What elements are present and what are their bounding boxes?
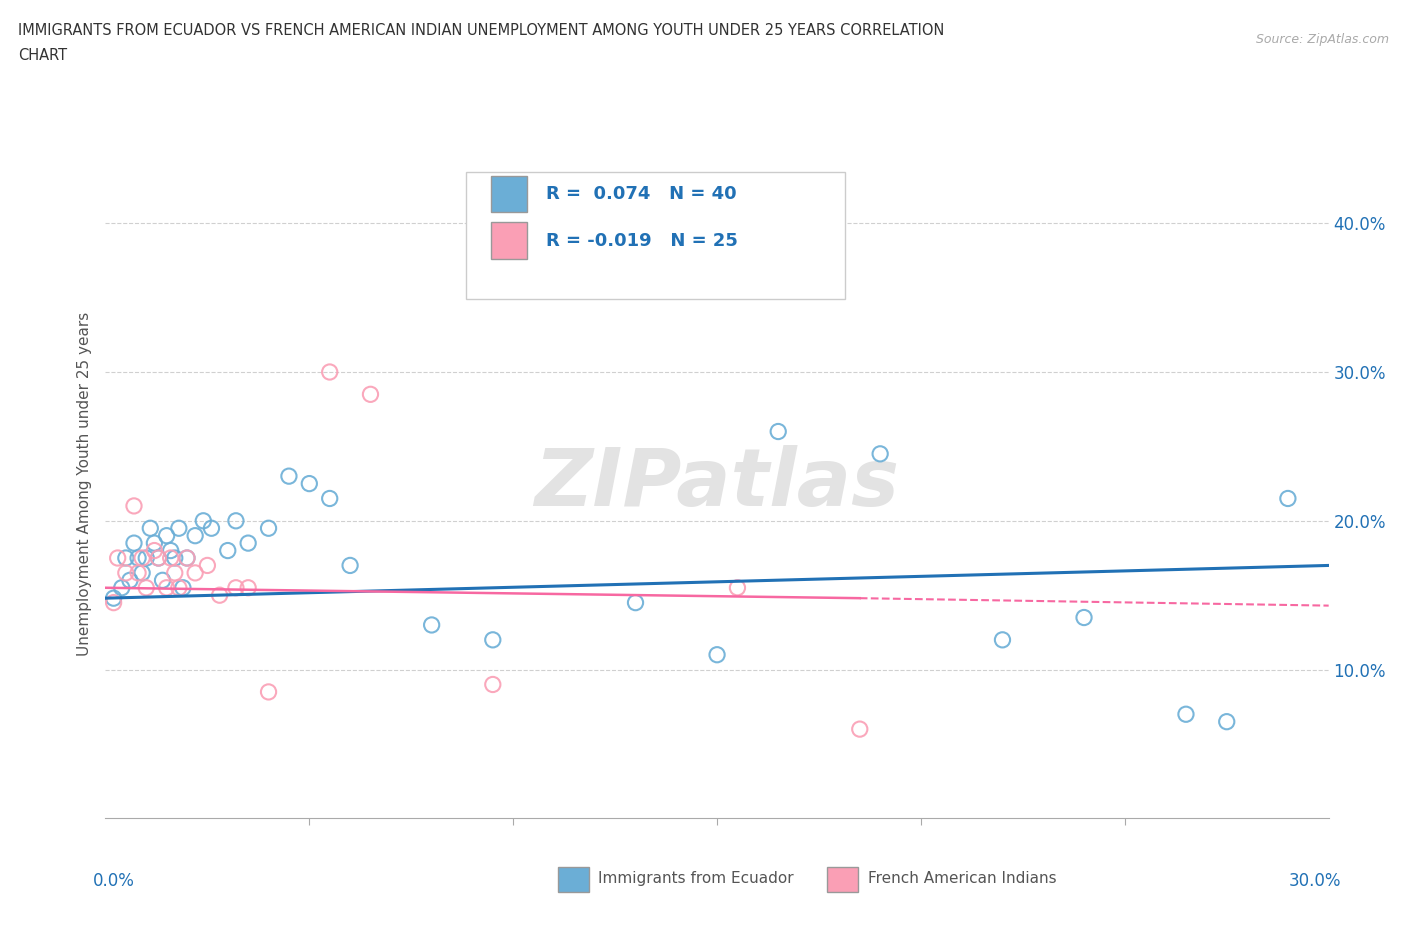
Point (1216, 714, 1239, 729)
Point (172, 580, 194, 595)
Point (236, 580, 259, 595)
Point (624, 595, 647, 610)
Point (107, 551, 129, 565)
FancyBboxPatch shape (558, 867, 589, 892)
Point (1175, 707, 1198, 722)
Point (1073, 610, 1095, 625)
FancyBboxPatch shape (491, 176, 527, 212)
Point (339, 558, 361, 573)
Point (155, 580, 177, 595)
Point (225, 513, 247, 528)
Point (131, 551, 153, 565)
Point (135, 551, 157, 565)
FancyBboxPatch shape (491, 222, 527, 259)
Point (706, 647, 728, 662)
Point (148, 551, 170, 565)
Point (257, 521, 280, 536)
FancyBboxPatch shape (827, 867, 858, 892)
Point (115, 565, 138, 580)
Point (122, 536, 145, 551)
Point (481, 632, 503, 647)
Point (159, 543, 181, 558)
Point (143, 543, 166, 558)
Point (163, 551, 186, 565)
Point (869, 446, 891, 461)
Text: 30.0%: 30.0% (1288, 872, 1341, 890)
Point (159, 551, 181, 565)
Point (768, 424, 790, 439)
Point (318, 365, 342, 379)
Point (122, 498, 145, 513)
Y-axis label: Unemployment Among Youth under 25 years: Unemployment Among Youth under 25 years (76, 312, 91, 656)
Text: ZIPatlas: ZIPatlas (534, 445, 900, 523)
Point (849, 722, 872, 737)
Point (127, 565, 149, 580)
Point (217, 543, 239, 558)
Point (103, 591, 125, 605)
Point (257, 684, 280, 699)
Point (111, 580, 134, 595)
Point (152, 573, 174, 588)
Point (139, 521, 162, 536)
Point (176, 551, 198, 565)
Point (135, 580, 157, 595)
Point (278, 469, 301, 484)
Point (991, 632, 1014, 647)
Point (118, 573, 141, 588)
Text: CHART: CHART (18, 48, 67, 63)
Point (195, 558, 219, 573)
Point (131, 565, 153, 580)
Text: R =  0.074   N = 40: R = 0.074 N = 40 (546, 185, 737, 203)
Point (298, 476, 321, 491)
Point (193, 513, 215, 528)
Point (155, 528, 177, 543)
Text: Immigrants from Ecuador: Immigrants from Ecuador (599, 871, 794, 886)
Point (727, 580, 749, 595)
Point (167, 580, 190, 595)
Point (208, 588, 231, 603)
Point (360, 387, 382, 402)
Point (115, 551, 138, 565)
Point (420, 618, 443, 632)
Text: R = -0.019   N = 25: R = -0.019 N = 25 (546, 232, 738, 250)
Point (163, 565, 186, 580)
Point (176, 551, 198, 565)
Point (200, 521, 222, 536)
Point (143, 536, 166, 551)
Point (236, 536, 259, 551)
Text: 0.0%: 0.0% (93, 872, 135, 890)
Text: IMMIGRANTS FROM ECUADOR VS FRENCH AMERICAN INDIAN UNEMPLOYMENT AMONG YOUTH UNDER: IMMIGRANTS FROM ECUADOR VS FRENCH AMERIC… (18, 23, 945, 38)
Text: Source: ZipAtlas.com: Source: ZipAtlas.com (1256, 33, 1389, 46)
Point (184, 565, 207, 580)
Point (1277, 491, 1299, 506)
Point (225, 580, 247, 595)
Point (184, 528, 207, 543)
Point (148, 551, 170, 565)
Point (127, 551, 149, 565)
Text: French American Indians: French American Indians (868, 871, 1056, 886)
Point (481, 677, 503, 692)
Point (167, 521, 190, 536)
Point (103, 595, 125, 610)
FancyBboxPatch shape (467, 172, 845, 299)
Point (318, 491, 342, 506)
